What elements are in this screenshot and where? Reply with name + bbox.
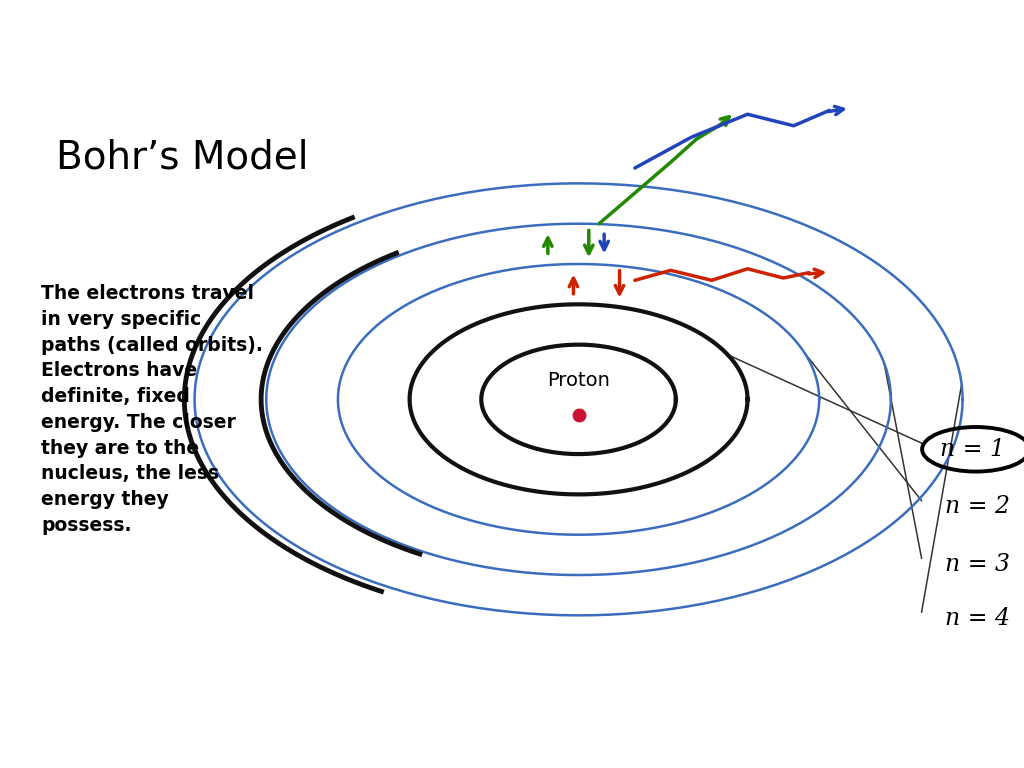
Text: The electrons travel
in very specific
paths (called orbits).
Electrons have
defi: The electrons travel in very specific pa… (41, 284, 263, 535)
Text: n = 1: n = 1 (940, 438, 1006, 461)
Text: n = 4: n = 4 (945, 607, 1011, 630)
Text: n = 3: n = 3 (945, 553, 1011, 576)
Text: n = 2: n = 2 (945, 495, 1011, 518)
Text: Bohr’s Model: Bohr’s Model (56, 139, 309, 177)
Text: Proton: Proton (547, 371, 610, 389)
